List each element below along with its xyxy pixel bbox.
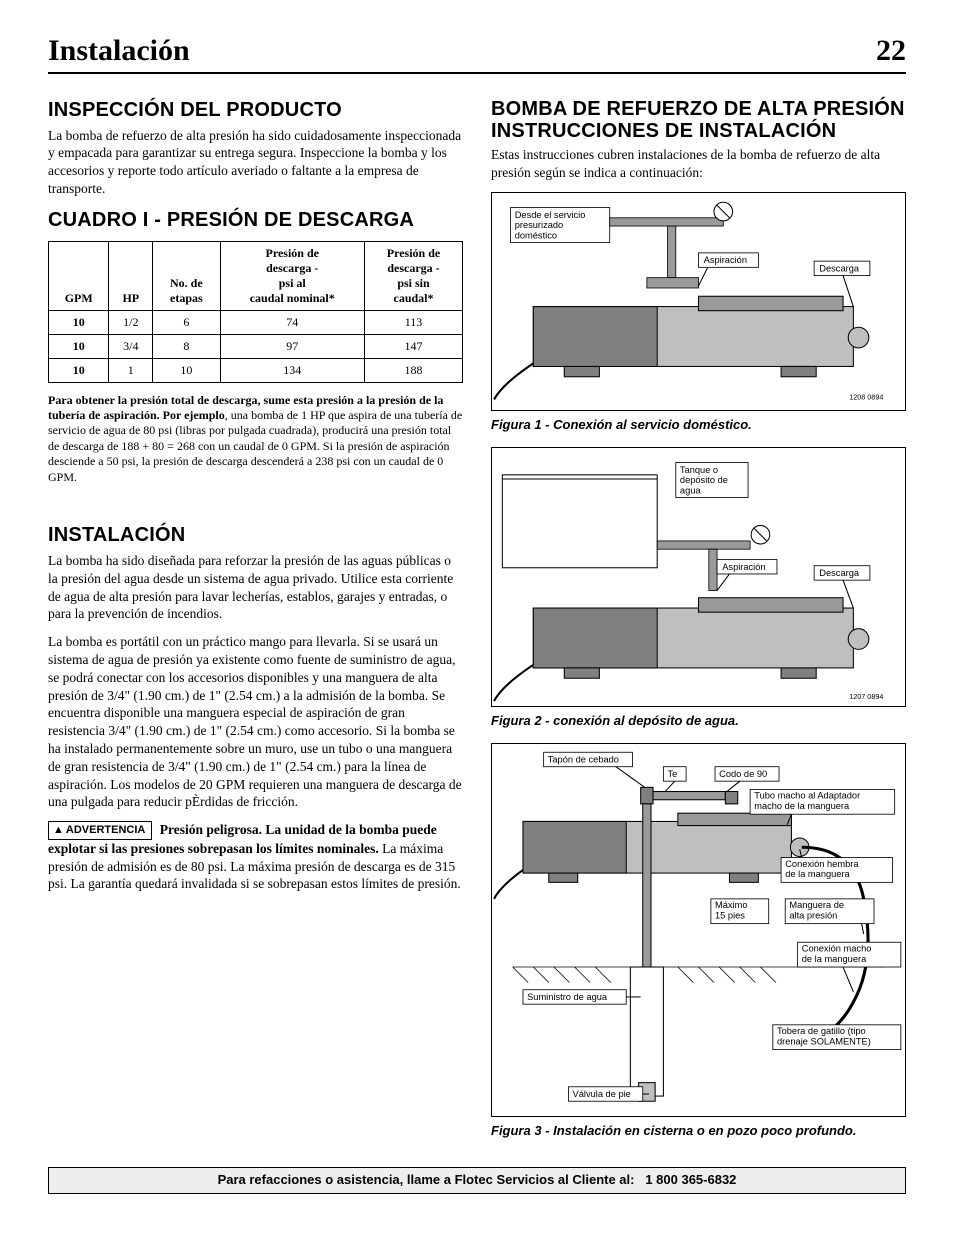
table-header: Presión dedescarga -psi alcaudal nominal…	[220, 241, 365, 310]
fig3-valvula: Válvula de pie	[573, 1089, 631, 1099]
table-cell: 74	[220, 310, 365, 334]
instalacion-p1: La bomba ha sido diseñada para reforzar …	[48, 552, 463, 623]
figure-2-caption: Figura 2 - conexión al depósito de agua.	[491, 713, 906, 729]
figure-3-caption: Figura 3 - Instalación en cisterna o en …	[491, 1123, 906, 1139]
table-row: 103/4897147	[49, 334, 463, 358]
instalacion-p2: La bomba es portátil con un práctico man…	[48, 633, 463, 811]
figure-1: Desde el serviciopresurizadodoméstico	[491, 192, 906, 411]
svg-text:Máximo15 pies: Máximo15 pies	[715, 901, 748, 921]
table-cell: 1/2	[109, 310, 153, 334]
table-cell: 134	[220, 358, 365, 382]
fig1-aspiracion-label: Aspiración	[704, 255, 747, 265]
fig1-descarga-label: Descarga	[819, 263, 860, 273]
figure-2: Tanque odepósito deagua Aspiración	[491, 447, 906, 707]
fig3-codo: Codo de 90	[719, 769, 767, 779]
body-inspeccion: La bomba de refuerzo de alta presión ha …	[48, 127, 463, 198]
table-cell: 147	[365, 334, 463, 358]
fig2-aspiracion-label: Aspiración	[722, 562, 765, 572]
table-footnote: Para obtener la presión total de descarg…	[48, 393, 463, 485]
table-header: Presión dedescarga -psi sincaudal*	[365, 241, 463, 310]
warning-paragraph: ▲ADVERTENCIA Presión peligrosa. La unida…	[48, 821, 463, 893]
right-column: BOMBA DE REFUERZO DE ALTA PRESIÓN INSTRU…	[491, 92, 906, 1154]
svg-text:Tobera de gatillo (tipodrenaje: Tobera de gatillo (tipodrenaje SOLAMENTE…	[777, 1026, 871, 1046]
table-cell: 10	[49, 358, 109, 382]
right-intro: Estas instrucciones cubren instalaciones…	[491, 146, 906, 182]
table-cell: 10	[49, 310, 109, 334]
figure-1-caption: Figura 1 - Conexión al servicio doméstic…	[491, 417, 906, 433]
warning-label: ADVERTENCIA	[66, 824, 145, 836]
table-cell: 1	[109, 358, 153, 382]
svg-text:Manguera dealta presión: Manguera dealta presión	[789, 901, 844, 921]
discharge-pressure-table: GPMHPNo. deetapasPresión dedescarga -psi…	[48, 241, 463, 383]
table-header: No. deetapas	[153, 241, 220, 310]
figure-3: Tapón de cebado Te Codo de 90	[491, 743, 906, 1117]
footer-text: Para refacciones o asistencia, llame a F…	[218, 1172, 635, 1187]
table-cell: 8	[153, 334, 220, 358]
table-cell: 10	[49, 334, 109, 358]
table-header: HP	[109, 241, 153, 310]
warning-icon: ▲	[53, 824, 64, 836]
table-row: 101/2674113	[49, 310, 463, 334]
fig2-descarga-label: Descarga	[819, 568, 860, 578]
table-header: GPM	[49, 241, 109, 310]
left-column: INSPECCIÓN DEL PRODUCTO La bomba de refu…	[48, 92, 463, 1154]
svg-text:Tubo macho al Adaptadormacho d: Tubo macho al Adaptadormacho de la mangu…	[754, 791, 860, 811]
svg-text:Conexión machode la manguera: Conexión machode la manguera	[802, 944, 872, 964]
table-cell: 97	[220, 334, 365, 358]
page-footer: Para refacciones o asistencia, llame a F…	[48, 1167, 906, 1193]
table-cell: 188	[365, 358, 463, 382]
footer-phone: 1 800 365-6832	[645, 1172, 736, 1187]
fig3-te: Te	[668, 769, 678, 779]
fig2-code: 1207 0894	[849, 692, 883, 701]
fig3-tapon: Tapón de cebado	[548, 755, 619, 765]
heading-cuadro: CUADRO I - PRESIÓN DE DESCARGA	[48, 208, 463, 233]
heading-inspeccion: INSPECCIÓN DEL PRODUCTO	[48, 98, 463, 123]
fig1-code: 1208 0894	[849, 392, 883, 401]
table-row: 10110134188	[49, 358, 463, 382]
fig3-suministro: Suministro de agua	[527, 992, 608, 1002]
table-cell: 10	[153, 358, 220, 382]
page-title: Instalación	[48, 32, 190, 70]
page-number: 22	[876, 32, 906, 70]
table-cell: 6	[153, 310, 220, 334]
warning-badge: ▲ADVERTENCIA	[48, 821, 152, 840]
table-cell: 3/4	[109, 334, 153, 358]
two-column-layout: INSPECCIÓN DEL PRODUCTO La bomba de refu…	[48, 92, 906, 1154]
svg-text:Conexión hembrade la manguera: Conexión hembrade la manguera	[785, 859, 859, 879]
table-cell: 113	[365, 310, 463, 334]
heading-instalacion: INSTALACIÓN	[48, 523, 463, 548]
heading-bomba: BOMBA DE REFUERZO DE ALTA PRESIÓN INSTRU…	[491, 98, 906, 143]
page-header: Instalación 22	[48, 32, 906, 74]
